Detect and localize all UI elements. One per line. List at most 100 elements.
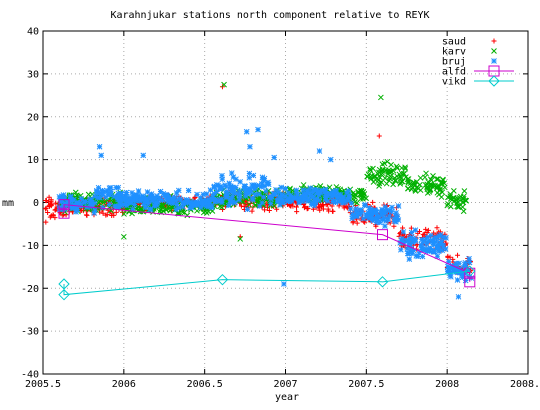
data-point-bruj	[95, 184, 102, 191]
data-point-alfd	[464, 267, 476, 279]
data-point-saud	[100, 210, 106, 216]
data-point-saud	[431, 230, 437, 236]
data-point-karv	[300, 182, 307, 188]
data-point-saud	[50, 212, 56, 218]
data-point-karv	[326, 184, 333, 191]
data-point-bruj	[278, 196, 285, 203]
data-point-bruj	[236, 193, 243, 199]
data-point-bruj	[324, 198, 331, 204]
data-point-bruj	[276, 197, 282, 204]
data-point-bruj	[296, 199, 302, 206]
data-point-bruj	[336, 198, 343, 205]
data-point-bruj	[227, 184, 234, 191]
data-point-bruj	[215, 198, 222, 205]
data-point-bruj	[91, 210, 98, 216]
legend-label-karv: karv	[442, 47, 466, 58]
data-point-bruj	[393, 213, 400, 219]
data-point-bruj	[360, 215, 367, 222]
data-point-bruj	[338, 197, 345, 204]
y-tick-label: -30	[21, 327, 39, 338]
data-point-bruj	[399, 235, 406, 242]
data-point-bruj	[156, 195, 163, 201]
data-point-bruj	[293, 189, 300, 196]
data-point-bruj	[206, 196, 213, 203]
data-point-bruj	[64, 199, 71, 205]
data-point-bruj	[377, 209, 384, 216]
data-point-bruj	[247, 143, 253, 150]
data-point-karv	[384, 158, 391, 165]
legend-label-vikd: vikd	[442, 77, 466, 88]
data-point-bruj	[67, 203, 73, 209]
data-point-karv	[397, 181, 404, 187]
data-point-bruj	[225, 202, 232, 209]
data-point-karv	[360, 194, 367, 200]
data-point-bruj	[397, 246, 404, 253]
data-point-bruj	[59, 206, 66, 212]
data-point-alfd	[58, 199, 70, 211]
data-point-bruj	[345, 187, 352, 194]
series-line-vikd	[63, 270, 470, 296]
data-point-bruj	[185, 187, 192, 194]
data-point-bruj	[333, 187, 339, 194]
data-point-bruj	[455, 266, 462, 272]
data-point-bruj	[244, 206, 251, 213]
data-point-bruj	[143, 196, 150, 203]
data-point-karv	[391, 175, 398, 181]
data-point-bruj	[452, 267, 459, 274]
data-point-bruj	[310, 193, 316, 200]
data-point-karv	[379, 161, 386, 168]
data-point-karv	[394, 165, 401, 171]
data-point-bruj	[368, 210, 375, 217]
data-point-bruj	[133, 196, 139, 203]
data-point-bruj	[409, 250, 415, 257]
data-point-bruj	[383, 218, 389, 224]
data-point-bruj	[208, 203, 215, 209]
data-point-karv	[387, 173, 394, 180]
data-point-saud	[46, 194, 52, 200]
data-point-bruj	[128, 194, 134, 201]
data-point-bruj	[95, 190, 101, 197]
data-point-bruj	[108, 188, 114, 195]
data-point-bruj	[219, 199, 225, 206]
data-point-bruj	[135, 188, 142, 194]
data-point-bruj	[300, 197, 306, 204]
data-point-bruj	[373, 209, 380, 216]
data-point-bruj	[322, 186, 329, 193]
data-point-saud	[48, 197, 54, 203]
y-tick-label: 20	[27, 112, 39, 123]
data-point-bruj	[379, 217, 386, 223]
data-point-bruj	[409, 235, 416, 242]
data-point-bruj	[311, 202, 318, 209]
data-point-bruj	[173, 197, 180, 204]
data-point-bruj	[365, 215, 372, 222]
data-point-bruj	[433, 238, 440, 245]
data-point-bruj	[57, 198, 64, 204]
data-point-bruj	[200, 191, 207, 198]
x-tick-label: 2007	[273, 379, 297, 390]
data-point-bruj	[449, 265, 456, 271]
data-point-saud	[83, 212, 89, 218]
data-point-karv	[427, 181, 434, 187]
data-point-saud	[266, 207, 272, 213]
data-point-bruj	[203, 198, 210, 205]
data-point-bruj	[307, 193, 313, 199]
data-point-bruj	[214, 181, 220, 188]
data-point-bruj	[310, 189, 316, 196]
data-point-bruj	[57, 195, 64, 201]
legend-label-saud: saud	[442, 37, 466, 48]
data-point-saud	[415, 230, 421, 236]
data-point-bruj	[431, 248, 438, 255]
data-point-bruj	[252, 191, 258, 198]
data-point-karv	[417, 175, 424, 181]
data-point-bruj	[237, 178, 244, 185]
data-point-bruj	[371, 207, 378, 213]
data-point-bruj	[142, 204, 149, 211]
data-point-bruj	[137, 197, 143, 204]
data-point-saud	[445, 253, 451, 259]
data-point-karv	[287, 185, 293, 192]
data-point-karv	[159, 204, 166, 211]
data-point-bruj	[434, 244, 441, 251]
data-point-bruj	[97, 194, 103, 201]
data-point-bruj	[295, 195, 302, 201]
